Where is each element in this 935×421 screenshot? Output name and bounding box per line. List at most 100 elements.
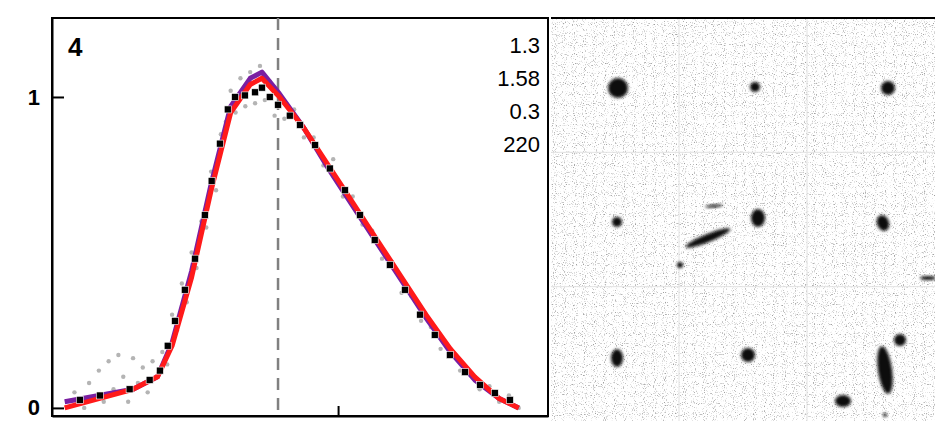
- data-point: [266, 93, 273, 100]
- galaxy: [881, 81, 895, 95]
- annotation: 0.3: [509, 99, 540, 124]
- figure: 0141.31.580.3220: [0, 0, 935, 421]
- data-point: [477, 381, 484, 388]
- y-tick: 1: [28, 85, 64, 110]
- annotation: 220: [503, 132, 540, 157]
- data-point: [272, 113, 276, 117]
- data-point: [126, 386, 133, 393]
- galaxy: [750, 82, 760, 92]
- cell-border: [807, 18, 808, 421]
- data-point: [228, 89, 232, 93]
- data-point: [275, 101, 282, 108]
- galaxy: [894, 334, 906, 346]
- scatter-series: [76, 84, 513, 403]
- data-point: [243, 104, 247, 108]
- data-point: [506, 396, 513, 403]
- model-line: [65, 78, 519, 408]
- galaxy: [920, 276, 935, 280]
- image-top-border: [551, 17, 935, 19]
- galaxy: [684, 225, 732, 250]
- data-point: [417, 311, 424, 318]
- plot-frame: [52, 18, 548, 416]
- data-point: [160, 350, 164, 354]
- data-point: [401, 286, 408, 293]
- data-point: [214, 188, 218, 192]
- data-point: [172, 317, 179, 324]
- data-point: [341, 187, 348, 194]
- data-point: [438, 347, 442, 351]
- data-point: [76, 396, 83, 403]
- x-tick-mark: [338, 406, 340, 416]
- data-point: [150, 359, 154, 363]
- model-line: [65, 72, 519, 408]
- data-point: [126, 399, 130, 403]
- image-grid: [551, 18, 935, 421]
- data-point: [82, 406, 86, 410]
- data-point: [121, 375, 125, 379]
- panel-label: 4: [68, 32, 83, 62]
- data-point: [192, 255, 199, 262]
- data-point: [258, 64, 262, 68]
- data-point: [116, 353, 120, 357]
- data-point: [371, 237, 378, 244]
- annotation: 1.3: [509, 33, 540, 58]
- data-point: [170, 312, 174, 316]
- data-point: [201, 212, 208, 219]
- galaxy: [875, 213, 892, 232]
- data-point: [253, 101, 257, 105]
- galaxy: [741, 348, 755, 362]
- galaxy: [608, 78, 628, 98]
- galaxy: [883, 413, 887, 417]
- data-point: [181, 286, 188, 293]
- data-point: [180, 281, 184, 285]
- data-point: [156, 367, 163, 374]
- data-point: [297, 121, 304, 128]
- data-point: [386, 261, 393, 268]
- data-point: [419, 319, 423, 323]
- y-axis-line: [52, 19, 54, 417]
- x-tick: [338, 406, 339, 416]
- data-point: [357, 212, 364, 219]
- cell-border: [679, 18, 680, 421]
- galaxy: [835, 395, 851, 407]
- data-point: [164, 342, 171, 349]
- data-point: [248, 70, 252, 74]
- data-point: [145, 390, 149, 394]
- galaxy: [612, 217, 622, 227]
- data-point: [131, 356, 135, 360]
- data-point: [96, 392, 103, 399]
- data-point: [106, 359, 110, 363]
- data-point: [431, 331, 438, 338]
- data-point: [72, 390, 76, 394]
- galaxy: [751, 209, 765, 227]
- data-point: [238, 76, 242, 80]
- cell-border: [551, 286, 935, 287]
- y-tick-label: 0: [28, 395, 40, 420]
- data-point: [326, 165, 333, 172]
- x-axis-line: [53, 416, 549, 418]
- y-tick-label: 1: [28, 85, 40, 110]
- y-tick-mark: [52, 96, 64, 98]
- annotation: 1.58: [497, 66, 540, 91]
- data-point: [312, 142, 319, 149]
- plot-marks: [65, 18, 521, 416]
- image-background: [551, 18, 935, 421]
- data-point: [241, 92, 248, 99]
- data-point: [282, 117, 286, 121]
- data-point: [232, 93, 239, 100]
- data-point: [252, 89, 259, 96]
- data-point: [258, 84, 265, 91]
- galaxy: [611, 349, 623, 367]
- data-point: [208, 177, 215, 184]
- y-tick-mark: [52, 407, 64, 409]
- cell-border: [551, 152, 935, 153]
- data-point: [87, 381, 91, 385]
- galaxy: [705, 204, 723, 209]
- data-point: [141, 365, 145, 369]
- image-noise: [551, 18, 935, 421]
- data-point: [491, 389, 498, 396]
- data-point: [286, 112, 293, 119]
- y-axis: 01: [28, 19, 64, 421]
- data-point: [146, 376, 153, 383]
- data-point: [302, 135, 306, 139]
